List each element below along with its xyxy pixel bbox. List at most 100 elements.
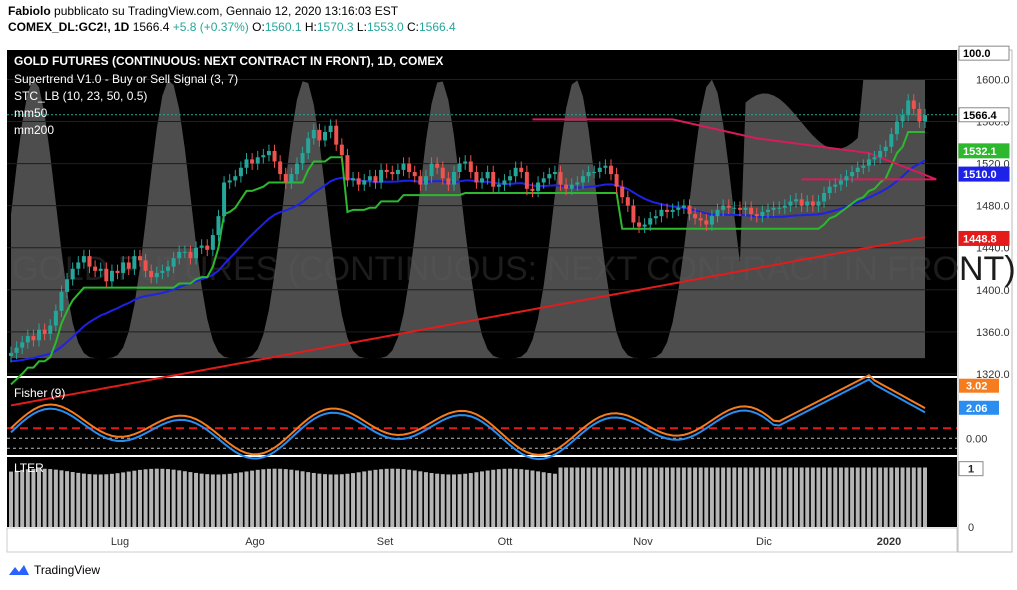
- lter-bar: [311, 472, 316, 527]
- candle-body: [93, 266, 98, 271]
- indicator-label: Supertrend V1.0 - Buy or Sell Signal (3,…: [14, 72, 238, 86]
- stc-area: [11, 79, 925, 359]
- lter-bar: [20, 469, 25, 527]
- symbol-name[interactable]: COMEX_DL:GC2!, 1D: [8, 20, 130, 34]
- candle-body: [726, 205, 731, 208]
- candle-body: [31, 336, 36, 341]
- candle-body: [328, 125, 333, 133]
- lter-bar: [822, 467, 827, 527]
- candle-body: [530, 188, 535, 191]
- lter-bar: [788, 467, 793, 527]
- lter-bar: [199, 473, 204, 527]
- candle-body: [597, 167, 602, 172]
- mm50-line: [10, 159, 926, 363]
- candle-body: [395, 169, 400, 175]
- lter-bar: [367, 470, 372, 527]
- candle-body: [693, 214, 698, 219]
- candle-body: [653, 216, 658, 219]
- candle-body: [367, 176, 372, 181]
- candle-body: [188, 251, 193, 259]
- candle-body: [911, 100, 916, 109]
- lter-bar: [743, 467, 748, 527]
- candle-body: [592, 171, 597, 173]
- lter-bar: [805, 467, 810, 527]
- price-tick-label: 1320.0: [976, 369, 1010, 381]
- lter-bar: [42, 468, 47, 527]
- candle-body: [552, 171, 557, 175]
- candle-body: [289, 174, 294, 183]
- lter-bar: [620, 467, 625, 527]
- candle-body: [906, 100, 911, 116]
- lter-bar: [721, 467, 726, 527]
- time-tick-label: Ago: [245, 536, 265, 548]
- lter-bar: [339, 474, 344, 527]
- candle-body: [900, 115, 905, 122]
- candle-body: [109, 270, 114, 282]
- candle-body: [894, 121, 899, 135]
- lter-bar: [608, 467, 613, 527]
- lter-bar: [855, 467, 860, 527]
- candle-body: [838, 180, 843, 185]
- lter-bar: [384, 468, 389, 527]
- candle-body: [519, 167, 524, 172]
- chart-title: GOLD FUTURES (CONTINUOUS: NEXT CONTRACT …: [14, 54, 443, 68]
- lter-bar: [289, 469, 294, 527]
- candle-body: [9, 352, 13, 357]
- open-label: O:: [252, 20, 265, 34]
- candle-body: [468, 161, 473, 172]
- candle-body: [799, 199, 804, 206]
- author-name[interactable]: Fabiolo: [8, 4, 51, 18]
- lter-bar: [210, 474, 215, 527]
- candle-body: [603, 165, 608, 168]
- candle-body: [205, 245, 210, 250]
- lter-bar: [109, 473, 114, 527]
- price-label-mm200: 1448.8: [963, 233, 997, 245]
- candle-body: [631, 205, 636, 223]
- lter-bar: [878, 467, 883, 527]
- lter-bar: [889, 467, 894, 527]
- candle-body: [59, 291, 64, 311]
- low-value: 1553.0: [366, 20, 404, 34]
- price-tick-label: 1360.0: [976, 327, 1010, 339]
- footer-brand[interactable]: TradingView: [8, 563, 100, 577]
- lter-bar: [278, 468, 283, 527]
- candle-body: [126, 262, 131, 269]
- lter-bar: [70, 472, 75, 527]
- lter-bar: [911, 467, 916, 527]
- lter-bar: [418, 471, 423, 527]
- candle-body: [794, 199, 799, 202]
- time-tick-label: Lug: [111, 536, 129, 548]
- candle-body: [872, 157, 877, 160]
- price-tick-label: 1400.0: [976, 285, 1010, 297]
- candle-body: [238, 167, 243, 177]
- lter-bar: [323, 474, 328, 527]
- lter-bar: [698, 467, 703, 527]
- candle-body: [491, 171, 496, 187]
- candle-body: [771, 207, 776, 210]
- lter-bar: [508, 468, 513, 527]
- candle-body: [48, 325, 53, 334]
- candle-body: [878, 150, 883, 158]
- lter-bar: [362, 471, 367, 527]
- candle-body: [704, 220, 709, 225]
- candle-body: [222, 182, 227, 217]
- candle-body: [423, 176, 428, 185]
- close-value: 1566.4: [418, 20, 456, 34]
- candle-body: [311, 129, 316, 139]
- lter-bar: [14, 470, 19, 527]
- lter-bar: [440, 474, 445, 527]
- candle-body: [233, 176, 238, 181]
- time-tick-label: Dic: [756, 536, 772, 548]
- candle-body: [850, 171, 855, 177]
- lter-bar: [906, 467, 911, 527]
- lter-bar: [31, 468, 36, 527]
- candle-body: [805, 201, 810, 206]
- lter-bar: [777, 467, 782, 527]
- candle-body: [334, 125, 339, 145]
- lter-bar: [749, 467, 754, 527]
- candle-body: [558, 171, 563, 185]
- lter-bar: [665, 467, 670, 527]
- time-tick-label: Ott: [498, 536, 513, 548]
- indicator-label: mm200: [14, 123, 54, 137]
